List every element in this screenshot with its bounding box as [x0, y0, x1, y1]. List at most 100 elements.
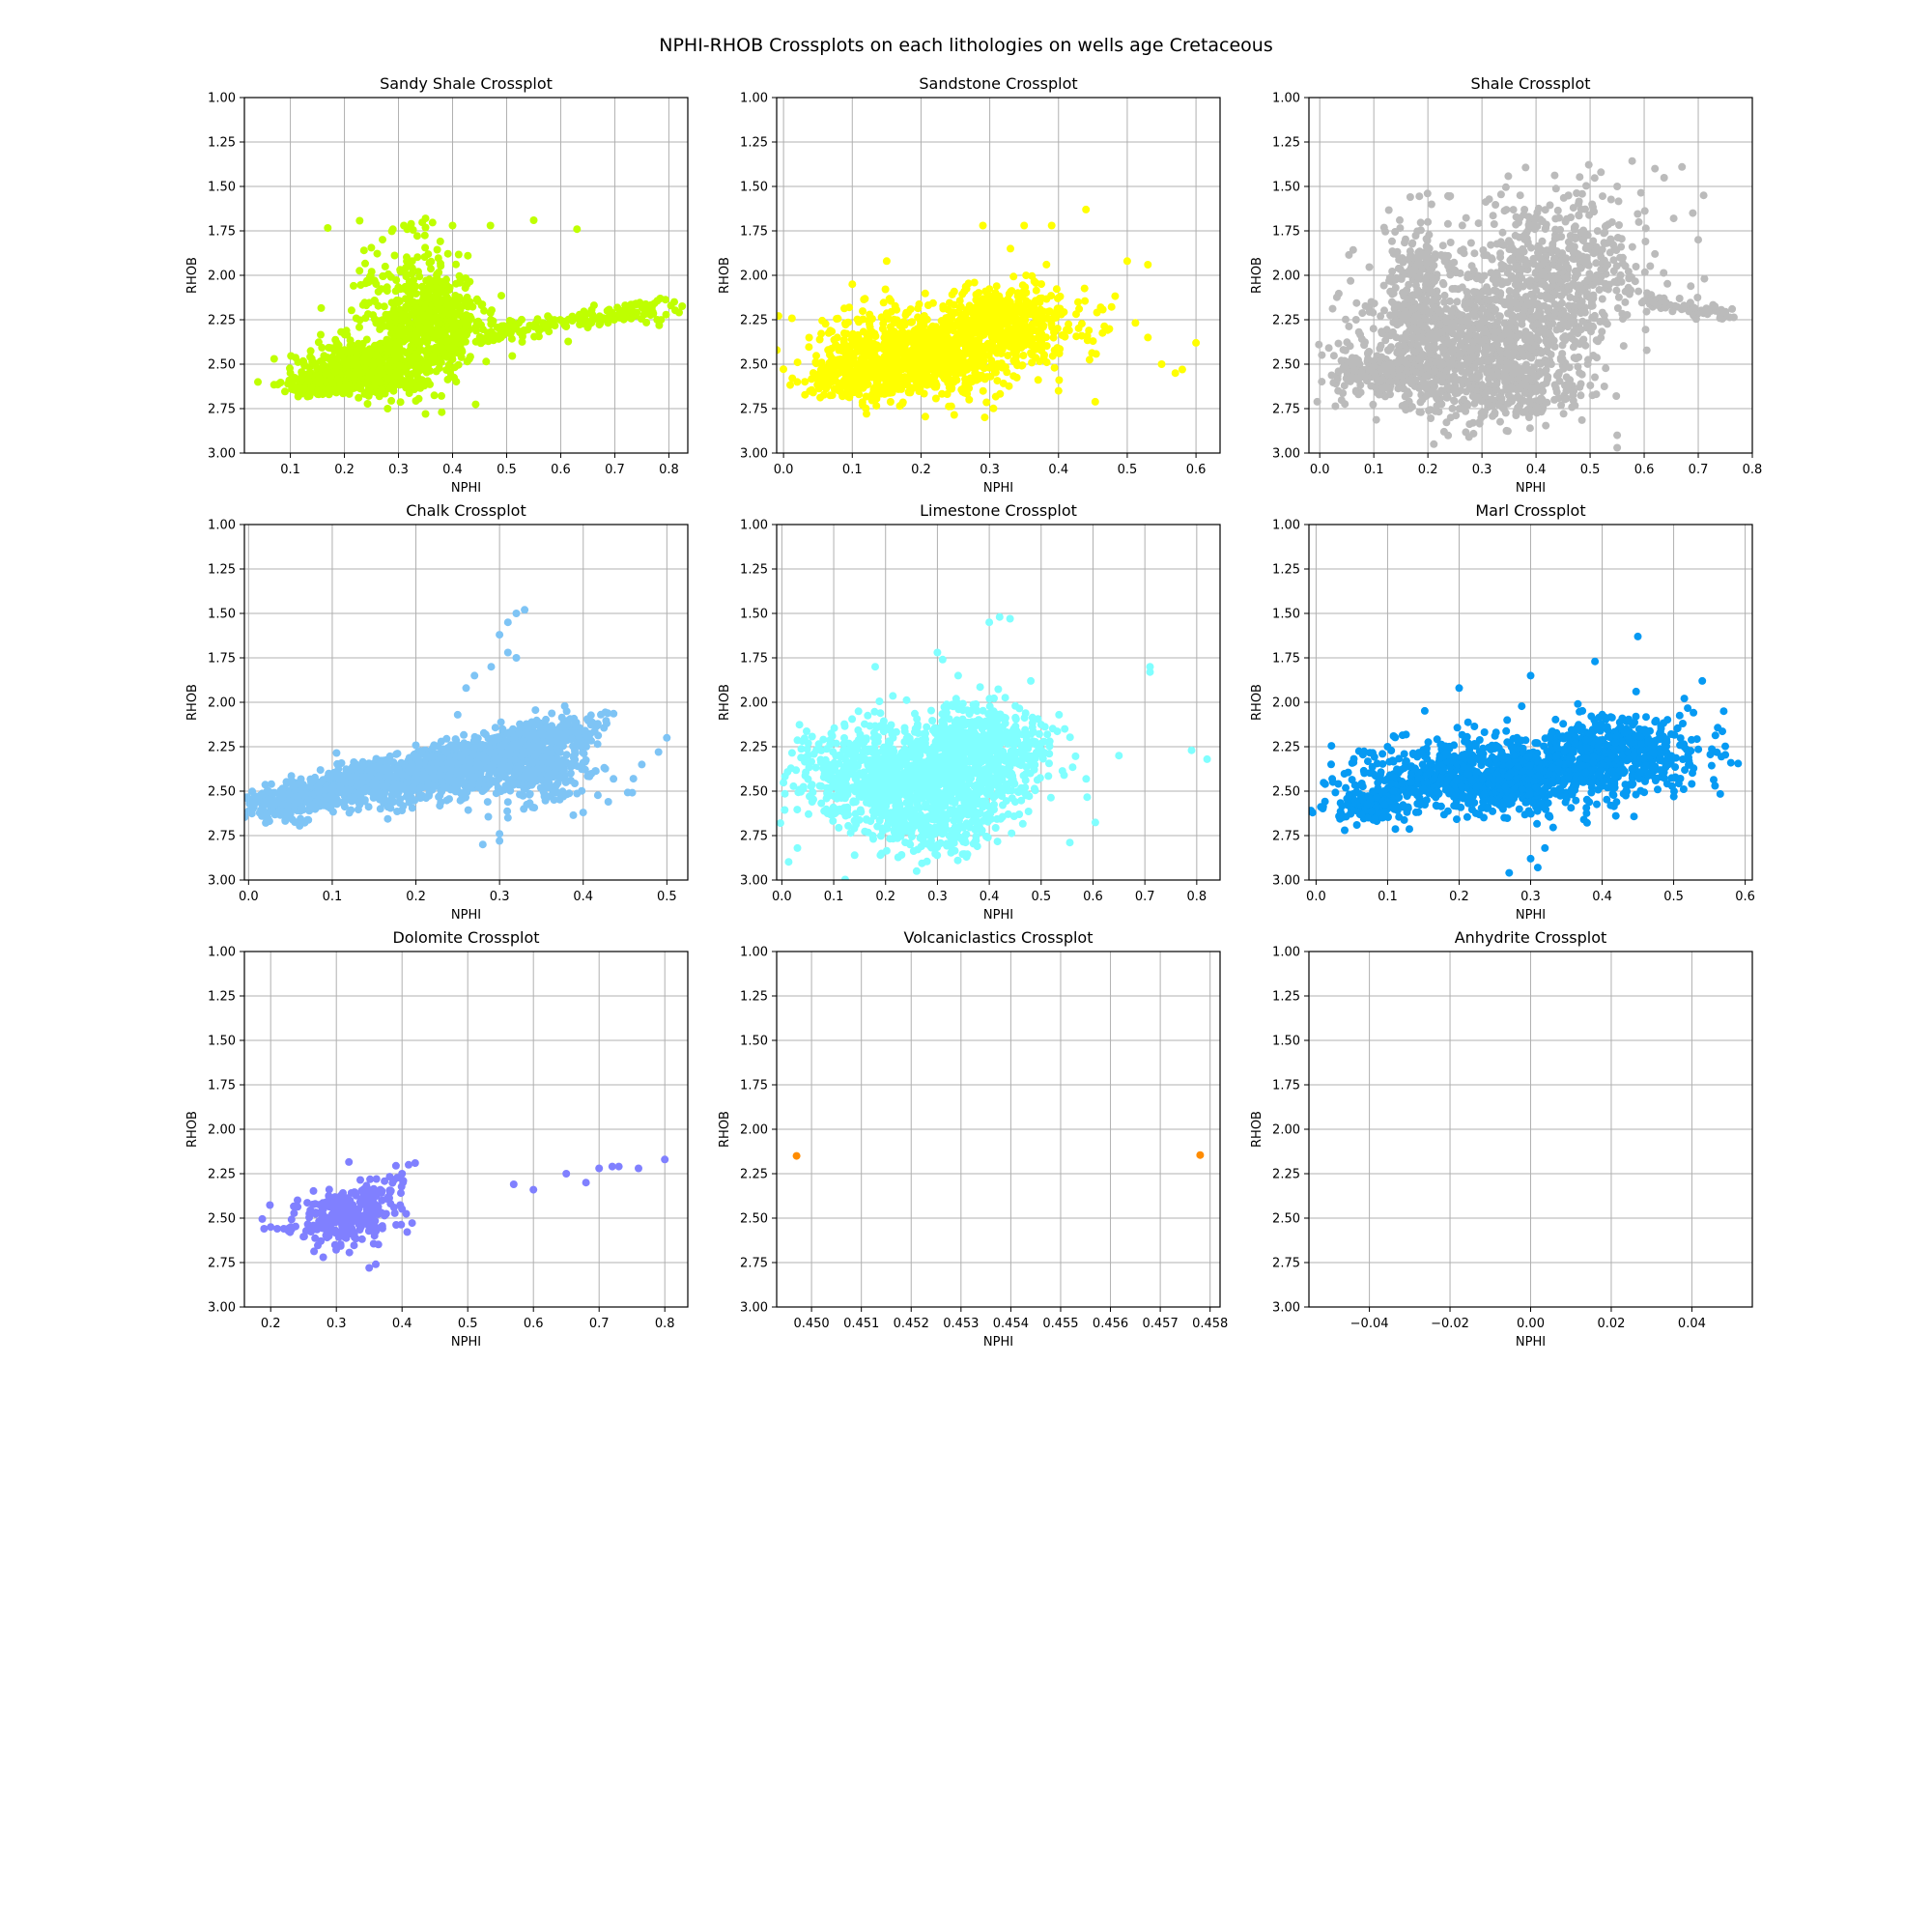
data-point	[380, 302, 388, 311]
data-point	[407, 219, 415, 228]
data-point	[435, 269, 443, 276]
y-tick-label: 3.00	[740, 447, 768, 462]
data-point	[451, 321, 460, 329]
x-tick-label: 0.5	[1118, 463, 1138, 477]
data-point	[564, 337, 573, 346]
data-point	[1546, 313, 1554, 322]
data-point	[1542, 421, 1550, 430]
data-point	[430, 314, 439, 323]
data-point	[1636, 188, 1645, 197]
data-point	[817, 329, 826, 338]
data-point	[1597, 333, 1605, 342]
data-point	[1577, 326, 1585, 334]
data-point	[867, 396, 876, 405]
data-point	[1471, 312, 1480, 321]
data-point	[1004, 352, 1012, 360]
data-point	[1573, 189, 1581, 197]
data-point	[817, 365, 826, 374]
data-point	[332, 362, 341, 371]
data-point	[1074, 324, 1083, 332]
data-point	[1347, 276, 1355, 285]
data-point	[1598, 327, 1606, 336]
data-point	[1628, 242, 1636, 251]
data-point	[1313, 397, 1321, 406]
data-point	[1403, 314, 1411, 323]
data-point	[1441, 325, 1450, 333]
data-point	[1618, 253, 1627, 262]
data-point	[1513, 262, 1521, 270]
data-point	[1402, 287, 1410, 296]
data-point	[374, 301, 383, 310]
data-point	[1582, 182, 1590, 190]
data-point	[1407, 403, 1416, 412]
data-point	[443, 249, 452, 258]
subplot-3: 0.0 0.1 0.2 0.3 0.4 0.5 0.6 0.7 0.81.001.251.501…	[1250, 74, 1762, 496]
data-point	[1538, 217, 1547, 226]
data-point	[1503, 298, 1512, 306]
x-tick-label: 0.3	[980, 463, 1000, 477]
data-point	[926, 326, 935, 334]
data-point	[923, 347, 931, 355]
data-point	[488, 306, 496, 315]
data-point	[1008, 317, 1016, 326]
data-point	[1404, 295, 1412, 303]
data-point	[869, 387, 878, 396]
data-point	[1423, 296, 1432, 304]
data-point	[946, 381, 954, 389]
data-point	[1496, 190, 1505, 199]
data-point	[842, 319, 851, 327]
data-point	[454, 296, 463, 304]
data-point	[967, 320, 976, 328]
data-point	[414, 394, 423, 403]
data-point	[427, 328, 436, 337]
data-point	[454, 250, 463, 259]
data-point	[985, 285, 994, 294]
data-point	[830, 335, 838, 344]
data-point	[1593, 271, 1601, 279]
data-point	[1492, 201, 1500, 209]
data-point	[1517, 347, 1525, 355]
data-point	[1422, 242, 1431, 250]
data-point	[961, 332, 970, 341]
data-point	[930, 383, 939, 391]
data-point	[1613, 304, 1622, 312]
data-point	[403, 253, 411, 262]
data-point	[1370, 299, 1378, 308]
data-point	[1586, 382, 1595, 389]
data-point	[1555, 213, 1563, 222]
data-point	[1178, 365, 1186, 374]
data-point	[414, 268, 422, 276]
data-point	[332, 388, 341, 397]
y-tick-label: 1.50	[740, 181, 768, 195]
data-point	[1111, 292, 1120, 300]
data-point	[809, 388, 817, 397]
data-point	[1550, 342, 1559, 351]
data-point	[1334, 289, 1343, 298]
data-point	[1318, 351, 1326, 359]
data-point	[1388, 237, 1396, 245]
data-point	[1533, 334, 1542, 343]
data-point	[1600, 256, 1608, 265]
data-point	[1047, 292, 1056, 300]
data-point	[1588, 200, 1597, 209]
data-point	[544, 312, 553, 321]
data-point	[1385, 273, 1394, 282]
data-point	[379, 271, 387, 280]
data-point	[826, 327, 835, 335]
data-point	[886, 398, 895, 406]
y-axis-label: RHOB	[718, 257, 732, 294]
data-point	[1339, 346, 1348, 355]
data-point	[845, 388, 854, 397]
data-point	[412, 337, 420, 346]
data-point	[935, 349, 944, 357]
data-point	[1005, 382, 1013, 390]
data-point	[505, 317, 514, 325]
data-point	[1581, 341, 1590, 350]
data-point	[1012, 373, 1021, 382]
data-point	[819, 381, 828, 389]
data-point	[863, 410, 870, 418]
data-point	[907, 347, 916, 355]
data-point	[670, 298, 678, 306]
data-point	[1507, 331, 1516, 340]
data-point	[1440, 291, 1449, 299]
